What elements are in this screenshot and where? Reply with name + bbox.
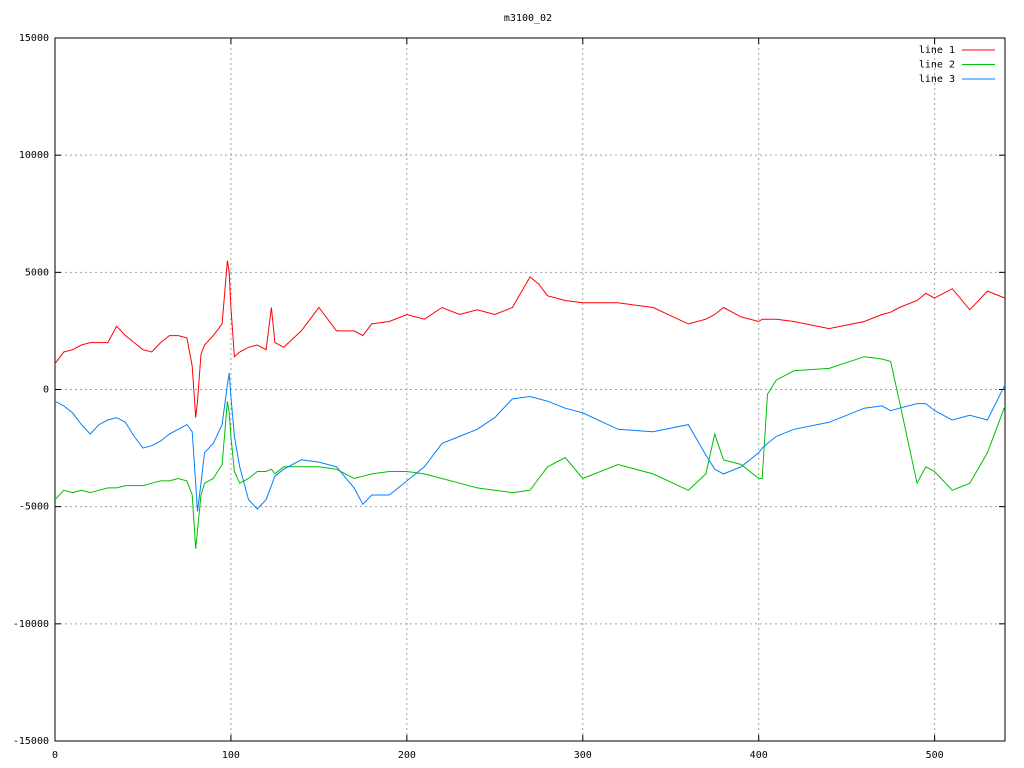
legend-label: line 1: [919, 45, 955, 56]
x-tick-label: 0: [52, 750, 58, 761]
series-line: [54, 373, 1006, 512]
legend-label: line 2: [919, 60, 955, 71]
y-tick-label: -10000: [13, 619, 49, 630]
x-tick-label: 200: [398, 750, 416, 761]
x-tick-label: 500: [926, 750, 944, 761]
x-tick-label: 100: [222, 750, 240, 761]
legend-label: line 3: [919, 74, 955, 85]
y-tick-label: 0: [43, 385, 49, 396]
y-tick-label: -15000: [13, 736, 49, 747]
x-tick-label: 400: [750, 750, 768, 761]
y-tick-label: 15000: [19, 33, 49, 44]
y-tick-label: -5000: [19, 502, 49, 513]
plot-border: [54, 37, 1006, 742]
x-tick-label: 300: [574, 750, 592, 761]
y-tick-label: 10000: [19, 150, 49, 161]
y-tick-label: 5000: [25, 267, 49, 278]
series-line: [54, 356, 1006, 549]
chart-title: m3100_02: [504, 13, 552, 24]
series-line: [54, 260, 1006, 418]
